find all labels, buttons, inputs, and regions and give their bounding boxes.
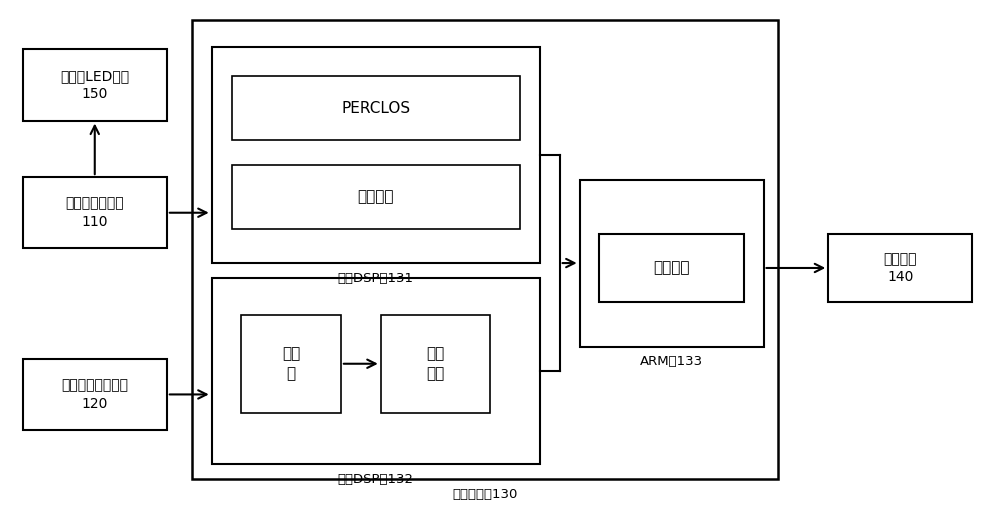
- Bar: [232, 165, 520, 229]
- Bar: [241, 315, 341, 413]
- Text: 第二DSP核132: 第二DSP核132: [338, 473, 414, 486]
- Text: ARM核133: ARM核133: [640, 356, 703, 368]
- Text: 逻辑融合: 逻辑融合: [653, 261, 690, 276]
- Bar: [212, 278, 540, 465]
- Text: 第一DSP核131: 第一DSP核131: [338, 272, 414, 285]
- Bar: [828, 234, 972, 302]
- Text: 可见光摄像头模块
120: 可见光摄像头模块 120: [61, 378, 128, 411]
- Text: 视线跟踪: 视线跟踪: [357, 189, 394, 204]
- Text: 红外摄像头模块
110: 红外摄像头模块 110: [65, 196, 124, 229]
- Bar: [580, 180, 764, 346]
- Bar: [23, 177, 167, 248]
- Bar: [232, 76, 520, 140]
- Text: 分类
模型: 分类 模型: [426, 346, 444, 381]
- Text: PERCLOS: PERCLOS: [341, 101, 410, 116]
- Bar: [23, 49, 167, 121]
- Text: 报警模块
140: 报警模块 140: [884, 252, 917, 284]
- Bar: [23, 359, 167, 430]
- Bar: [599, 234, 744, 302]
- Text: 监控控制器130: 监控控制器130: [452, 488, 518, 501]
- Bar: [381, 315, 490, 413]
- Text: 预处
理: 预处 理: [282, 346, 300, 381]
- Text: 近红外LED模块
150: 近红外LED模块 150: [60, 69, 129, 101]
- Bar: [212, 47, 540, 263]
- Bar: [192, 20, 778, 479]
